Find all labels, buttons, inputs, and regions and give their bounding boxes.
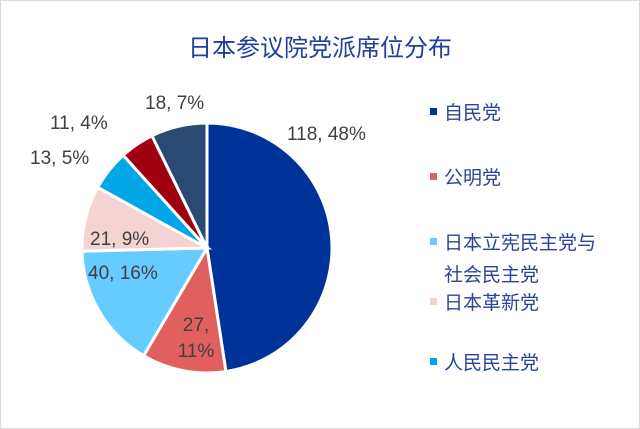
legend-label: 日本立宪民主党与 bbox=[444, 232, 597, 254]
legend-swatch bbox=[430, 173, 437, 180]
pie-slice-1[interactable] bbox=[141, 243, 228, 375]
pie-slice-0[interactable] bbox=[205, 121, 334, 374]
legend-swatch bbox=[430, 358, 437, 365]
legend-swatch bbox=[430, 108, 437, 115]
legend-item-2[interactable]: 日本立宪民主党与 bbox=[430, 228, 596, 255]
legend-item-3[interactable]: 日本革新党 bbox=[430, 288, 539, 315]
data-label-1: 11% bbox=[178, 341, 215, 362]
legend-label: 人民民主党 bbox=[444, 352, 540, 374]
data-label-4: 13, 5% bbox=[30, 148, 89, 169]
pie-slice-2[interactable] bbox=[80, 246, 210, 358]
legend-item-4[interactable]: 人民民主党 bbox=[430, 348, 539, 375]
data-label-2: 40, 16% bbox=[88, 263, 158, 284]
data-label-5: 11, 4% bbox=[50, 113, 108, 134]
legend-swatch bbox=[430, 298, 437, 305]
chart-title: 日本参议院党派席位分布 bbox=[188, 34, 452, 62]
legend-swatch bbox=[430, 238, 437, 245]
pie-slice-6[interactable] bbox=[149, 121, 209, 249]
legend-label: 公明党 bbox=[444, 167, 502, 189]
legend-item-1[interactable]: 公明党 bbox=[430, 163, 501, 190]
data-label-1: 27, bbox=[183, 315, 209, 336]
data-label-3: 21, 9% bbox=[90, 229, 149, 250]
legend-label: 自民党 bbox=[444, 102, 502, 124]
data-label-0: 118, 48% bbox=[287, 124, 366, 145]
legend-label-continued: 社会民主党 bbox=[444, 264, 540, 286]
data-label-6: 18, 7% bbox=[145, 93, 204, 114]
legend-label: 日本革新党 bbox=[444, 292, 540, 314]
legend-item-0[interactable]: 自民党 bbox=[430, 98, 501, 125]
